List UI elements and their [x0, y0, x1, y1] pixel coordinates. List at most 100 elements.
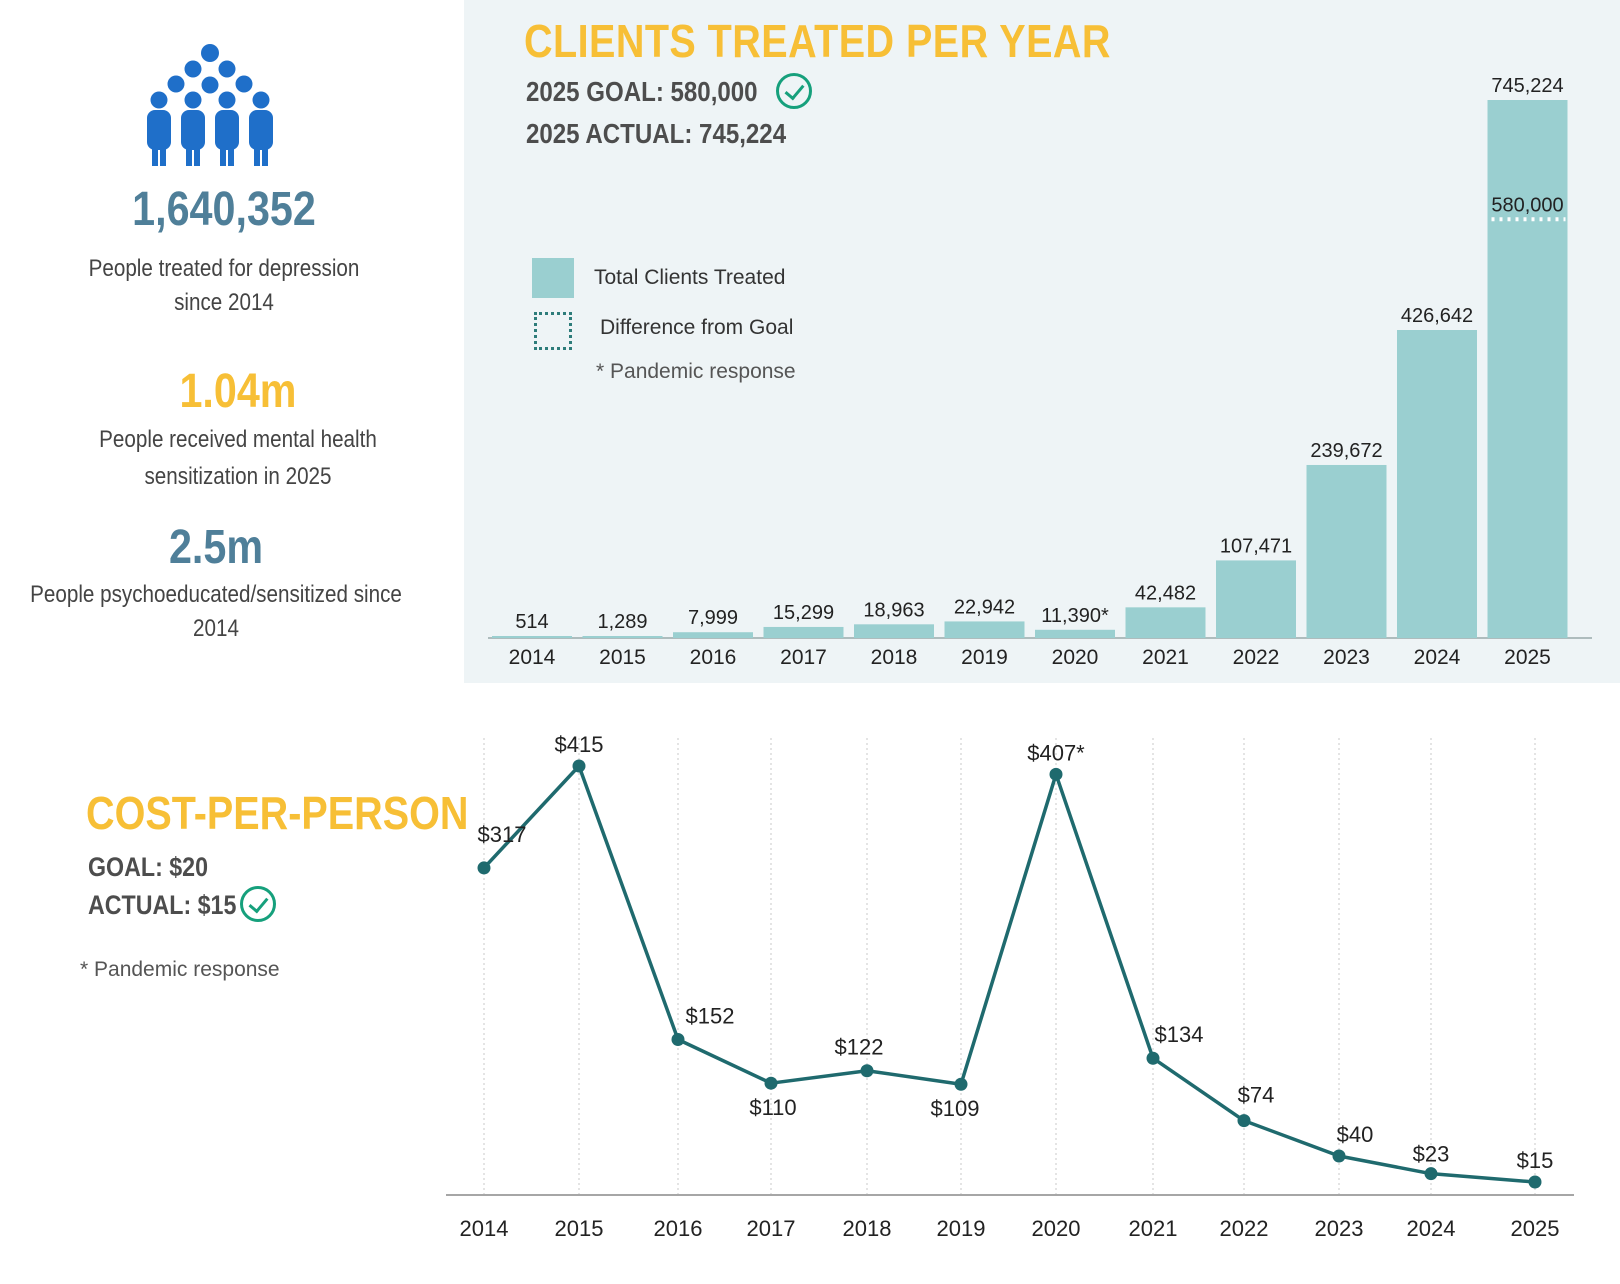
stat-sensitized-value: 1.04m	[179, 365, 297, 418]
cost-value-label-2014: $317	[478, 822, 527, 847]
cost-actual-text: ACTUAL: $15	[88, 890, 237, 920]
cost-series-line	[482, 764, 1536, 1184]
clients-bar-2018	[854, 624, 934, 638]
cost-tick-2019: 2019	[937, 1216, 986, 1241]
people-group-icon	[147, 44, 273, 166]
clients-bar-2014	[492, 636, 572, 638]
legend-swatch-difference	[534, 312, 572, 350]
cost-tick-2023: 2023	[1315, 1216, 1364, 1241]
cost-tick-2021: 2021	[1129, 1216, 1178, 1241]
stat-sensitized-desc-1: People received mental health	[99, 426, 377, 453]
cost-tick-2014: 2014	[460, 1216, 509, 1241]
cost-point-2018	[860, 1064, 874, 1078]
cost-point-2024	[1424, 1167, 1438, 1181]
stat-psychoeducated-value: 2.5m	[168, 521, 264, 574]
cost-value-label-2022: $74	[1238, 1083, 1275, 1108]
cost-line-chart: $317 2014 $415 2015 $152 2016 $110 2017 $122 2018…	[446, 732, 1574, 1241]
cost-value-label-2019: $109	[931, 1096, 980, 1121]
cost-tick-2025: 2025	[1511, 1216, 1560, 1241]
cost-tick-2018: 2018	[843, 1216, 892, 1241]
check-circle-icon	[240, 886, 276, 922]
clients-tick-2021: 2021	[1142, 646, 1189, 669]
cost-value-label-2020: $407*	[1027, 740, 1085, 765]
check-circle-icon	[776, 73, 812, 109]
cost-point-2016	[671, 1033, 685, 1047]
cost-value-label-2021: $134	[1155, 1022, 1204, 1047]
clients-tick-2018: 2018	[871, 646, 918, 669]
cost-value-label-2018: $122	[835, 1035, 884, 1060]
clients-value-label-2025: 745,224	[1491, 75, 1563, 97]
clients-tick-2024: 2024	[1414, 646, 1461, 669]
cost-chart-title: COST-PER-PERSON	[86, 787, 469, 839]
clients-actual-text: 2025 ACTUAL: 745,224	[526, 118, 787, 149]
clients-tick-2016: 2016	[690, 646, 737, 669]
cost-pandemic-note: * Pandemic response	[80, 958, 280, 981]
cost-value-label-2025: $15	[1517, 1148, 1554, 1173]
stat-psychoeducated-desc: People psychoeducated/sensitized since 2…	[30, 581, 402, 642]
clients-tick-2022: 2022	[1233, 646, 1280, 669]
clients-bar-2020	[1035, 629, 1115, 638]
clients-value-label-2022: 107,471	[1220, 535, 1292, 557]
clients-bar-2016	[673, 632, 753, 638]
clients-tick-2015: 2015	[599, 646, 646, 669]
clients-value-label-2023: 239,672	[1310, 440, 1382, 462]
clients-bar-2022	[1216, 560, 1296, 638]
legend-label-total: Total Clients Treated	[594, 266, 786, 289]
clients-tick-2014: 2014	[509, 646, 556, 669]
cost-tick-2017: 2017	[747, 1216, 796, 1241]
clients-goal-label: 580,000	[1491, 194, 1563, 216]
cost-value-label-2016: $152	[686, 1004, 735, 1029]
clients-tick-2025: 2025	[1504, 646, 1551, 669]
cost-tick-2016: 2016	[654, 1216, 703, 1241]
legend-pandemic-note: * Pandemic response	[596, 360, 796, 383]
stats-column: 1,640,352 People treated for depression …	[0, 0, 460, 680]
clients-bar-2021	[1125, 607, 1206, 638]
clients-bar-2017	[763, 626, 844, 638]
cost-tick-2020: 2020	[1032, 1216, 1081, 1241]
clients-value-label-2014: 514	[515, 611, 548, 633]
cost-value-label-2023: $40	[1337, 1122, 1374, 1147]
stat-treated-desc-2: since 2014	[174, 289, 274, 316]
clients-bar-chart: 514 2014 1,289 2015 7,999 2016 15,299 2017 18,96…	[488, 75, 1592, 669]
cost-tick-2024: 2024	[1407, 1216, 1456, 1241]
clients-value-label-2017: 15,299	[773, 602, 834, 624]
clients-tick-2023: 2023	[1323, 646, 1370, 669]
clients-value-label-2020: 11,390*	[1041, 605, 1109, 627]
cost-point-2017	[764, 1076, 778, 1090]
cost-value-label-2015: $415	[555, 732, 604, 757]
clients-chart-title: CLIENTS TREATED PER YEAR	[524, 15, 1111, 67]
cost-tick-2015: 2015	[555, 1216, 604, 1241]
cost-point-2025	[1528, 1175, 1542, 1189]
stat-sensitized-desc-2: sensitization in 2025	[144, 463, 332, 490]
clients-tick-2020: 2020	[1052, 646, 1099, 669]
cost-point-2021	[1146, 1051, 1160, 1065]
cost-point-2015	[572, 759, 586, 773]
cost-value-label-2017: $110	[749, 1095, 796, 1120]
clients-value-label-2024: 426,642	[1401, 305, 1473, 327]
clients-bar-2015	[582, 636, 663, 638]
clients-value-label-2015: 1,289	[597, 611, 647, 633]
cost-point-2019	[954, 1077, 968, 1091]
cost-value-label-2024: $23	[1413, 1142, 1450, 1167]
cost-point-2023	[1332, 1149, 1346, 1163]
stat-treated-value: 1,640,352	[132, 183, 316, 236]
clients-tick-2019: 2019	[961, 646, 1008, 669]
legend-swatch-total	[532, 258, 574, 298]
clients-bar-2025	[1487, 100, 1568, 638]
clients-value-label-2019: 22,942	[954, 596, 1015, 618]
cost-goal-text: GOAL: $20	[88, 852, 209, 882]
clients-value-label-2016: 7,999	[688, 607, 738, 629]
clients-chart-panel: CLIENTS TREATED PER YEAR 2025 GOAL: 580,…	[464, 0, 1620, 683]
cost-point-2020	[1049, 767, 1063, 781]
clients-bar-2023	[1306, 464, 1387, 638]
stat-treated-desc-1: People treated for depression	[88, 255, 360, 282]
cost-point-2014	[477, 861, 491, 875]
clients-value-label-2018: 18,963	[863, 599, 924, 621]
clients-tick-2017: 2017	[780, 646, 827, 669]
clients-goal-text: 2025 GOAL: 580,000	[526, 76, 758, 107]
clients-bar-2019	[944, 621, 1025, 638]
clients-value-label-2021: 42,482	[1135, 582, 1196, 604]
clients-bar-2024	[1397, 329, 1477, 638]
legend-label-difference: Difference from Goal	[600, 316, 794, 339]
cost-tick-2022: 2022	[1220, 1216, 1269, 1241]
